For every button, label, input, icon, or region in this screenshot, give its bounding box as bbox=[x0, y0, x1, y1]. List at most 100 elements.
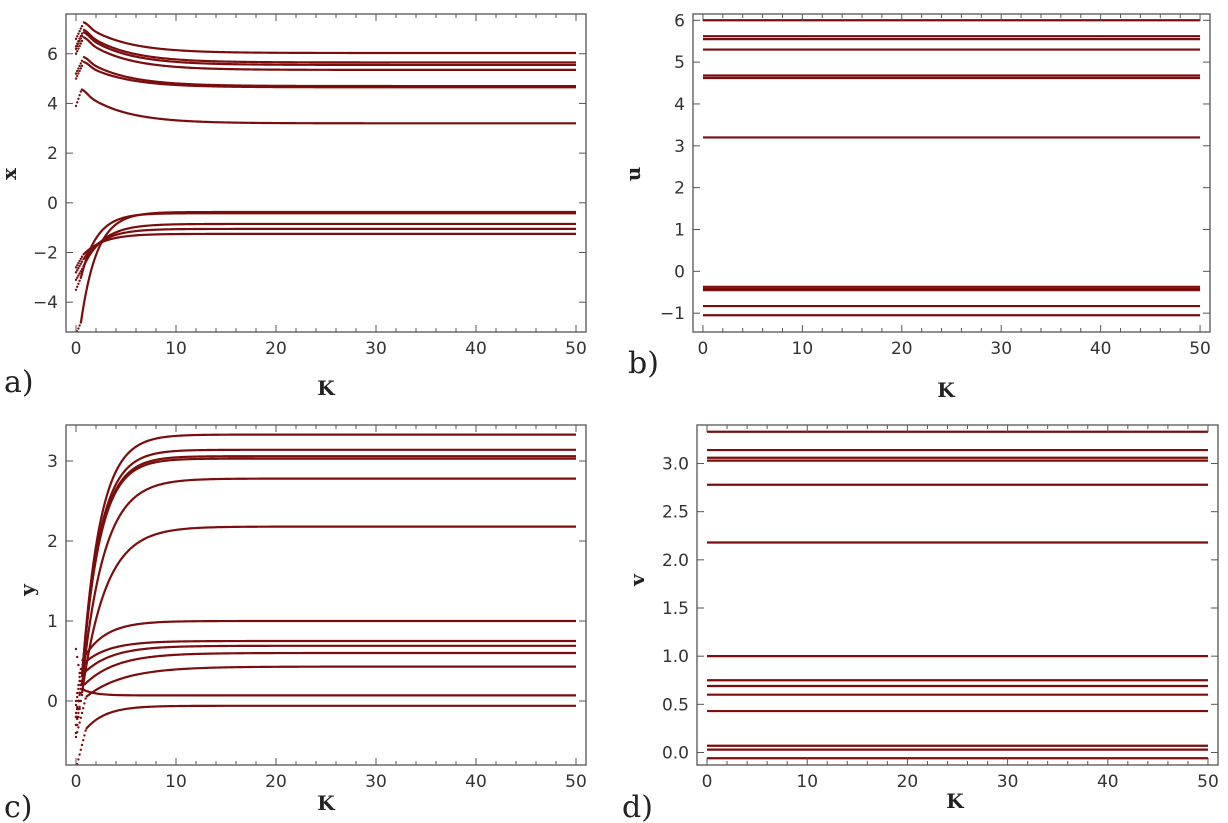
panel-a-dot bbox=[78, 272, 81, 275]
panel-b-plot: 0 10 20 30 40 50 −1 0 1 2 3 4 5 6 bbox=[660, 11, 1211, 359]
panel-a-dot bbox=[76, 101, 79, 104]
panel-c-xtick-label: 0 bbox=[71, 772, 82, 792]
panel-d-ytick-label: 1.5 bbox=[662, 599, 689, 619]
panel-a-ytick-label: −4 bbox=[33, 293, 58, 313]
panel-c-dot bbox=[74, 703, 78, 707]
panel-a-dot bbox=[74, 37, 78, 41]
panel-a-dot bbox=[74, 288, 78, 291]
panel-c-series-4 bbox=[80, 457, 576, 678]
panel-c-xtick-label: 20 bbox=[265, 772, 287, 792]
panel-d-xtick-label: 40 bbox=[1097, 772, 1119, 792]
panel-c-ytick-label: 0 bbox=[47, 692, 58, 712]
panel-d-ytick-label: 1.0 bbox=[662, 647, 689, 667]
panel-c-series-11 bbox=[85, 665, 576, 698]
panel-a-dot bbox=[77, 282, 80, 286]
panel-b-data bbox=[702, 19, 1201, 317]
panel-c-dot bbox=[84, 729, 87, 732]
panel-d-ytick-label: 2.0 bbox=[662, 551, 689, 571]
panel-a-series-2 bbox=[82, 28, 576, 64]
panel-a-series-12-dots bbox=[74, 255, 84, 269]
panel-d-frame bbox=[696, 424, 1219, 766]
panel-c-ytick-label: 3 bbox=[47, 452, 58, 472]
panel-c-dot bbox=[80, 743, 84, 747]
panel-a-dot bbox=[79, 67, 83, 70]
panel-a-series-10 bbox=[82, 222, 576, 268]
panel-a-dot bbox=[76, 49, 79, 53]
panel-c-dot bbox=[78, 705, 81, 709]
panel-c-frame bbox=[65, 424, 587, 766]
panel-d-ytick-label: 0.5 bbox=[662, 695, 689, 715]
panel-c-ylabel: y bbox=[15, 583, 39, 597]
panel-c-series-7-dots bbox=[74, 667, 83, 703]
panel-a-series-4-dots bbox=[74, 39, 84, 55]
panel-c-dot bbox=[79, 716, 83, 719]
panel-d: 0 10 20 30 40 50 0.0 0.5 1.0 1.5 2.0 2.5 3.0 d) K v bbox=[622, 424, 1219, 823]
panel-a-series-6 bbox=[82, 60, 576, 89]
panel-c-dot bbox=[77, 699, 80, 703]
panel-a-ytick-label: 0 bbox=[47, 194, 58, 214]
panel-a-series-1-dots bbox=[74, 24, 84, 41]
panel-a-dot bbox=[77, 274, 80, 277]
panel-a-dot bbox=[78, 264, 81, 268]
panel-a-label: a) bbox=[4, 365, 34, 400]
panel-c-series-1 bbox=[80, 433, 576, 678]
panel-a-dot bbox=[78, 259, 81, 263]
panel-a-dot bbox=[78, 69, 81, 73]
panel-d-ytick-label: 2.5 bbox=[662, 503, 689, 523]
panel-a-data bbox=[74, 20, 576, 332]
panel-b-ytick-label: 2 bbox=[674, 179, 685, 199]
panel-a-dot bbox=[74, 77, 78, 80]
panel-c-dot bbox=[80, 693, 84, 697]
panel-c-dot bbox=[80, 711, 84, 715]
panel-d-plot: 0 10 20 30 40 50 0.0 0.5 1.0 1.5 2.0 2.5 3.0 bbox=[662, 424, 1219, 792]
panel-a-dot bbox=[76, 45, 79, 48]
panel-a-dot bbox=[77, 327, 80, 330]
panel-a-dot bbox=[78, 279, 81, 283]
panel-a-series-3 bbox=[82, 30, 576, 67]
panel-c-ytick-label: 1 bbox=[47, 612, 58, 632]
panel-c-ytick-label: 2 bbox=[47, 532, 58, 552]
panel-a: 0 10 20 30 40 50 −4 −2 0 2 4 6 a) K x bbox=[0, 13, 587, 400]
panel-a-series-3-dots bbox=[74, 34, 84, 50]
panel-a-series-5 bbox=[82, 55, 576, 88]
panel-b-xlabel: K bbox=[937, 378, 955, 402]
panel-c-xlabel: K bbox=[317, 791, 335, 815]
panel-a-dot bbox=[74, 266, 78, 269]
panel-b-frame bbox=[692, 13, 1211, 333]
panel-a-dot bbox=[79, 257, 83, 261]
panel-c-dot bbox=[79, 687, 83, 691]
panel-b-ytick-label: 0 bbox=[674, 262, 685, 282]
panel-c-dot bbox=[76, 731, 79, 734]
panel-a-frame bbox=[65, 13, 587, 333]
panel-a-dot bbox=[77, 47, 80, 50]
panel-b-xtick-label: 40 bbox=[1090, 339, 1112, 359]
panel-a-dot bbox=[74, 52, 78, 55]
panel-b-ytick-label: 1 bbox=[674, 220, 685, 240]
panel-d-xtick-label: 50 bbox=[1197, 772, 1219, 792]
panel-c-series-6 bbox=[80, 525, 576, 694]
panel-a-series-6-dots bbox=[74, 64, 84, 80]
panel-c-xtick-label: 10 bbox=[165, 772, 187, 792]
panel-c-dot bbox=[82, 707, 85, 710]
panel-a-series-5-dots bbox=[74, 59, 84, 75]
panel-d-xtick-label: 30 bbox=[997, 772, 1019, 792]
panel-c-dot bbox=[79, 748, 83, 751]
panel-a-series-7-dots bbox=[74, 90, 83, 108]
panel-c-dot bbox=[78, 721, 81, 724]
panel-a-dot bbox=[77, 266, 80, 270]
panel-b-ytick-label: −1 bbox=[660, 304, 685, 324]
panel-a-series-12 bbox=[82, 232, 576, 256]
panel-a-dot bbox=[79, 262, 83, 266]
panel-a-dot bbox=[76, 276, 79, 279]
panel-a-dot bbox=[80, 34, 84, 38]
panel-c-series-3 bbox=[80, 455, 576, 678]
panel-c-xtick-label: 40 bbox=[465, 772, 487, 792]
panel-c-xtick-label: 30 bbox=[365, 772, 387, 792]
panel-a-dot bbox=[76, 269, 79, 272]
panel-c-dot bbox=[76, 695, 79, 699]
panel-a-dot bbox=[77, 42, 80, 45]
panel-a-xtick-label: 50 bbox=[565, 339, 587, 359]
panel-c-dot bbox=[77, 726, 80, 729]
panel-c-dot bbox=[75, 768, 77, 770]
panel-a-ylabel: x bbox=[0, 167, 21, 180]
